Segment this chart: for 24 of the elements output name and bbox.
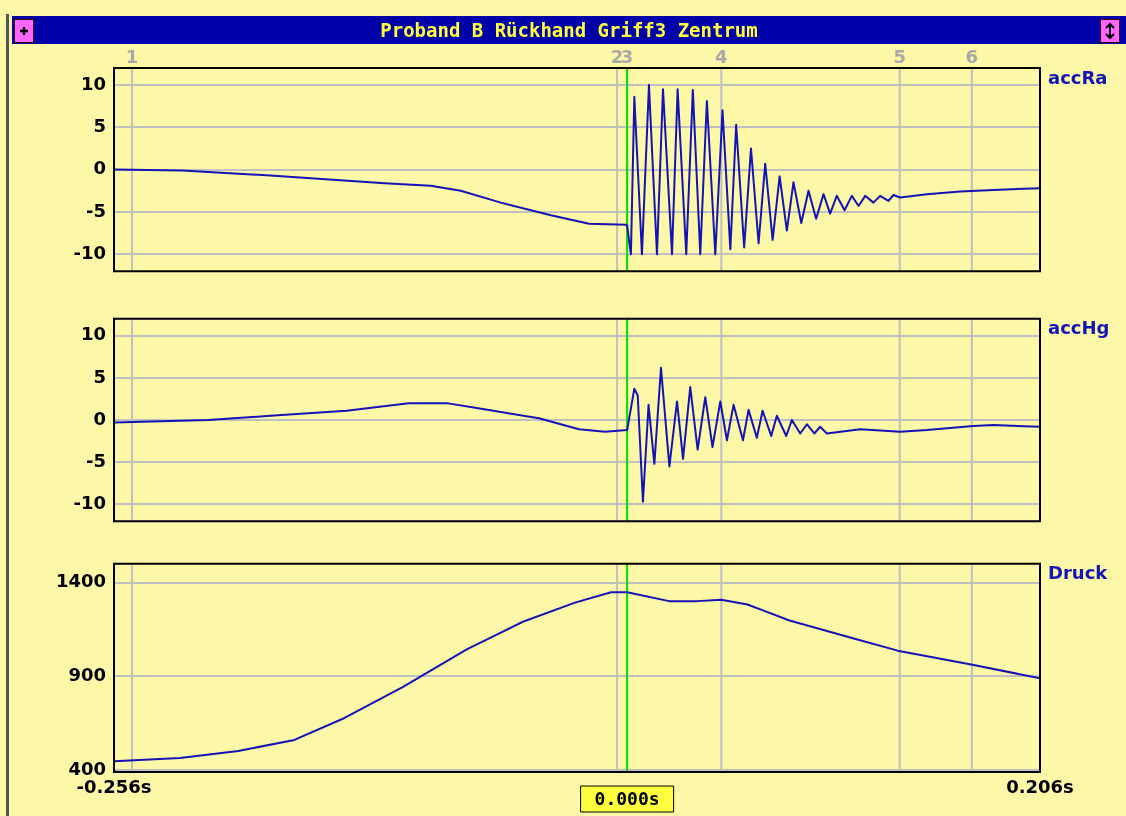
y-tick-label: 400: [68, 757, 106, 779]
y-tick-label: 5: [93, 365, 106, 387]
x-tick-label: -0.256s: [76, 776, 152, 798]
ref-line-label: 0.000s: [594, 787, 660, 809]
y-tick-label: 0: [93, 157, 106, 179]
chart-title: Proband B Rückhand Griff3 Zentrum: [12, 16, 1126, 44]
y-tick-label: -5: [86, 449, 106, 471]
text: 6: [965, 45, 979, 67]
y-tick-label: 10: [80, 323, 106, 345]
text: accHg: [1048, 317, 1110, 339]
y-tick-label: 0: [93, 407, 106, 429]
text: 4: [715, 45, 728, 67]
text: 1: [125, 45, 139, 67]
text: Druck: [1048, 562, 1109, 584]
y-tick-label: 5: [93, 114, 106, 136]
y-tick-label: -10: [73, 241, 106, 263]
y-tick-label: 10: [80, 72, 106, 94]
text: accRa: [1048, 66, 1108, 88]
text: 5: [893, 45, 906, 67]
y-tick-label: 900: [68, 664, 106, 686]
y-tick-label: -10: [73, 492, 106, 514]
y-tick-label: -5: [86, 199, 106, 221]
y-tick-label: 1400: [55, 570, 106, 592]
x-tick-label: 0.206s: [1006, 776, 1074, 798]
